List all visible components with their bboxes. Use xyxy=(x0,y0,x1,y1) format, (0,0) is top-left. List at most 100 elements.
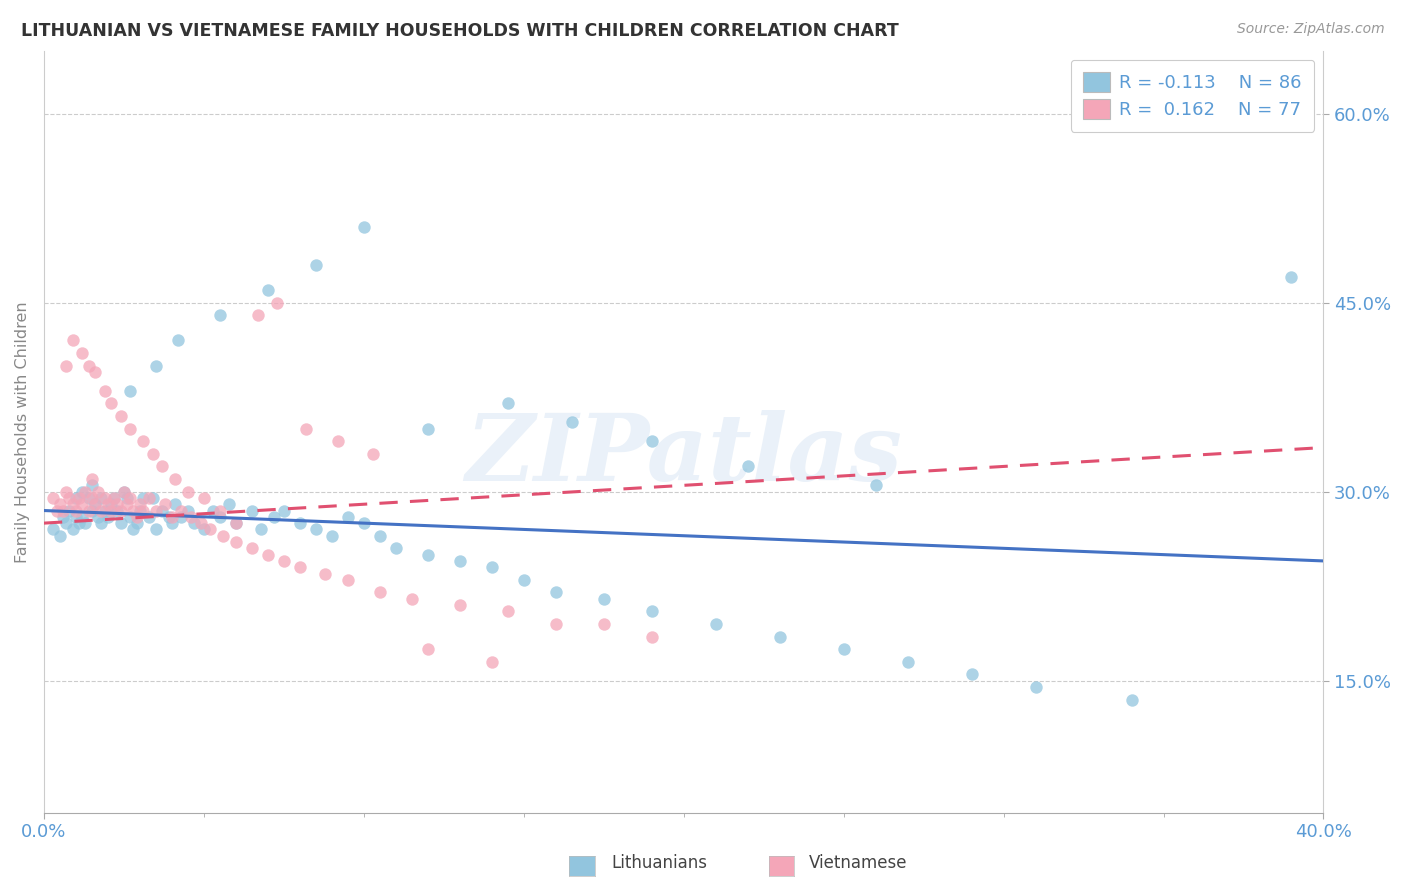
Legend: R = -0.113    N = 86, R =  0.162    N = 77: R = -0.113 N = 86, R = 0.162 N = 77 xyxy=(1070,60,1315,132)
Point xyxy=(87,484,110,499)
Point xyxy=(561,415,583,429)
Point xyxy=(132,503,155,517)
Point xyxy=(150,459,173,474)
Point xyxy=(592,591,614,606)
Point xyxy=(416,642,439,657)
Point xyxy=(250,523,273,537)
Point xyxy=(52,503,75,517)
Point xyxy=(52,509,75,524)
Point xyxy=(202,503,225,517)
Point xyxy=(1025,680,1047,694)
Point xyxy=(225,535,247,549)
Point xyxy=(107,503,129,517)
Point xyxy=(170,503,193,517)
Point xyxy=(84,497,107,511)
Point xyxy=(177,503,200,517)
Point xyxy=(107,497,129,511)
Point xyxy=(112,484,135,499)
Point xyxy=(100,396,122,410)
Point xyxy=(93,491,115,505)
Point xyxy=(103,491,125,505)
Point xyxy=(42,491,65,505)
Point xyxy=(1281,270,1303,285)
Point xyxy=(84,365,107,379)
Point xyxy=(120,422,142,436)
Point xyxy=(112,484,135,499)
Point xyxy=(401,591,423,606)
Point xyxy=(132,434,155,449)
Point xyxy=(97,509,120,524)
Point xyxy=(93,384,115,398)
Point xyxy=(155,497,177,511)
Point xyxy=(208,509,231,524)
Point xyxy=(122,523,145,537)
Point xyxy=(212,529,235,543)
Point xyxy=(353,516,375,530)
Text: ZIPatlas: ZIPatlas xyxy=(465,409,903,500)
Point xyxy=(128,497,150,511)
Point xyxy=(120,491,142,505)
Point xyxy=(77,359,100,373)
Point xyxy=(128,503,150,517)
Point xyxy=(80,472,103,486)
Point xyxy=(160,509,183,524)
Point xyxy=(288,516,311,530)
Point xyxy=(592,616,614,631)
Point xyxy=(67,491,90,505)
Point xyxy=(49,497,72,511)
Point xyxy=(65,491,87,505)
Point xyxy=(305,523,328,537)
Point xyxy=(160,516,183,530)
Point xyxy=(321,529,343,543)
Point xyxy=(67,516,90,530)
Point xyxy=(263,509,285,524)
Point xyxy=(240,541,263,556)
Point xyxy=(90,516,112,530)
Point xyxy=(62,523,84,537)
Point xyxy=(58,491,80,505)
Point xyxy=(208,503,231,517)
Point xyxy=(75,484,97,499)
Point xyxy=(288,560,311,574)
Point xyxy=(512,573,534,587)
Point xyxy=(368,529,391,543)
Point xyxy=(641,434,664,449)
Point xyxy=(75,516,97,530)
Point xyxy=(865,478,887,492)
Point xyxy=(769,630,792,644)
Point xyxy=(353,220,375,235)
Point xyxy=(266,295,288,310)
Point xyxy=(93,503,115,517)
Point xyxy=(55,484,77,499)
Point xyxy=(328,434,350,449)
Point xyxy=(180,509,202,524)
Point xyxy=(481,560,503,574)
Point xyxy=(115,497,138,511)
Point xyxy=(138,509,160,524)
Point xyxy=(256,283,278,297)
Point xyxy=(544,616,567,631)
Point xyxy=(218,497,240,511)
Point xyxy=(256,548,278,562)
Point xyxy=(481,655,503,669)
Point xyxy=(58,503,80,517)
Point xyxy=(72,484,94,499)
Point xyxy=(496,604,519,618)
Point xyxy=(120,384,142,398)
Point xyxy=(305,258,328,272)
Point xyxy=(55,359,77,373)
Point xyxy=(62,334,84,348)
Point xyxy=(336,573,359,587)
Point xyxy=(449,598,471,612)
Y-axis label: Family Households with Children: Family Households with Children xyxy=(15,301,30,563)
Point xyxy=(336,509,359,524)
Point xyxy=(87,509,110,524)
Point xyxy=(225,516,247,530)
Point xyxy=(145,503,167,517)
Point xyxy=(190,516,212,530)
Text: Source: ZipAtlas.com: Source: ZipAtlas.com xyxy=(1237,22,1385,37)
Point xyxy=(832,642,855,657)
Point xyxy=(80,491,103,505)
Point xyxy=(641,630,664,644)
Point xyxy=(125,509,148,524)
